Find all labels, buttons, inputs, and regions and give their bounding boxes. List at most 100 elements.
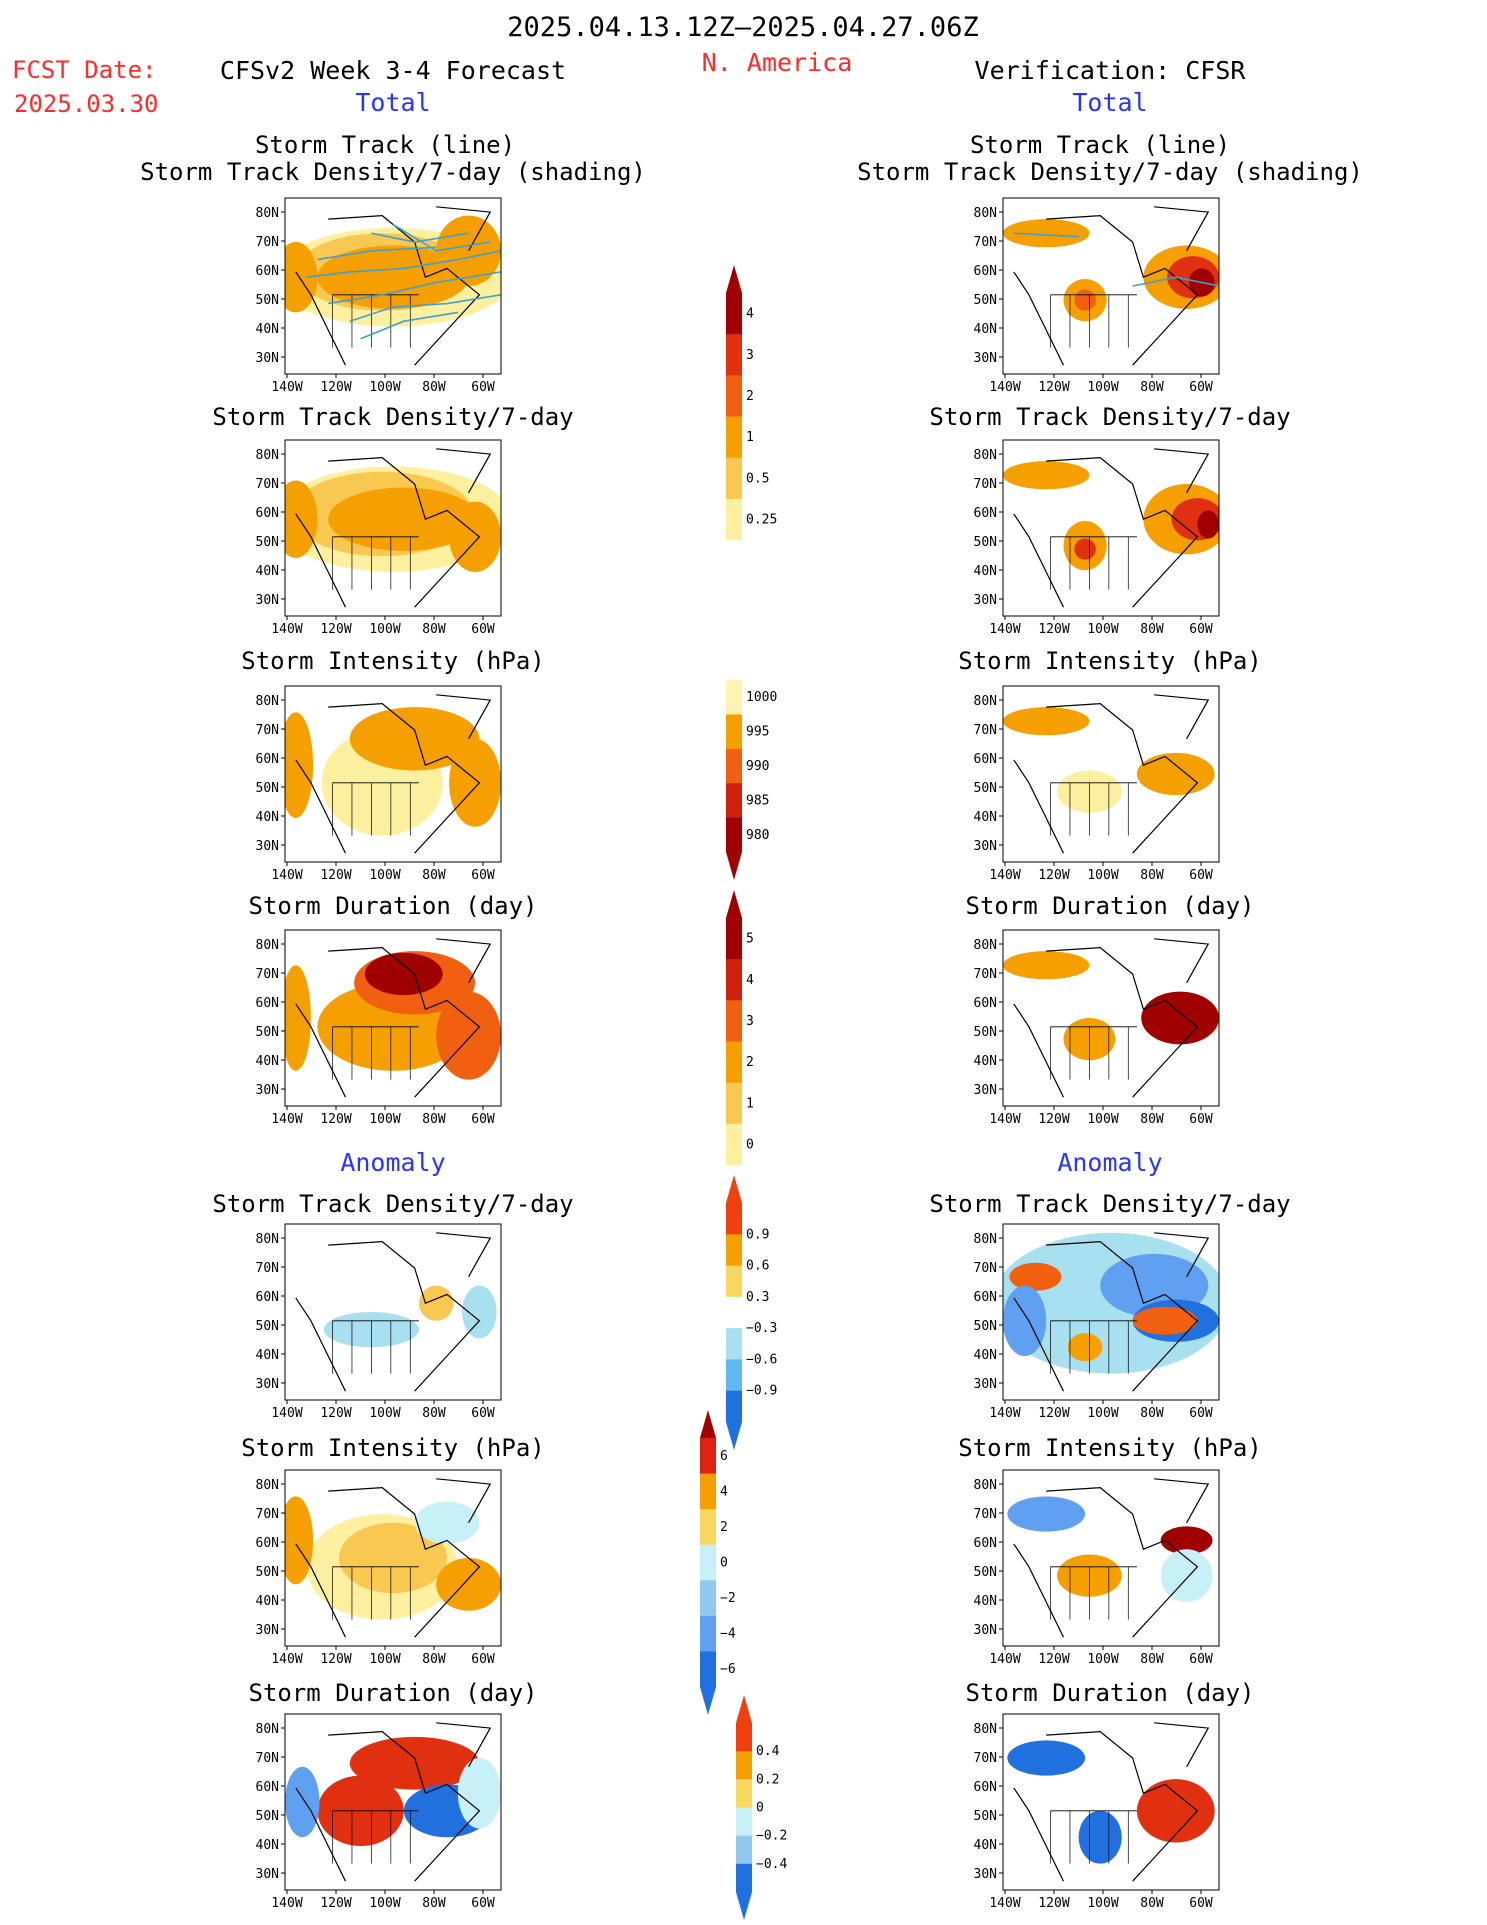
lon-label: 60W — [471, 868, 495, 883]
panel-title-storm-track-left: Storm Track (line) — [254, 131, 516, 159]
shading-5-0-4 — [436, 1558, 501, 1611]
shading-6-0-4 — [457, 1758, 501, 1829]
lat-label: 60N — [256, 752, 279, 767]
shading-2-1-0 — [1003, 707, 1090, 736]
lon-label: 80W — [1140, 1896, 1164, 1911]
colorbar-label: 0.6 — [746, 1259, 769, 1274]
shading-4-0-2 — [462, 1285, 497, 1339]
lon-label: 140W — [989, 1896, 1020, 1911]
lat-label: 50N — [974, 1809, 997, 1824]
colorbar-label: 0 — [746, 1137, 754, 1152]
colorbar-label: 4 — [746, 973, 754, 988]
lat-label: 50N — [256, 1809, 279, 1824]
lat-label: 70N — [974, 967, 997, 982]
lat-label: 80N — [256, 938, 279, 953]
map-panel-0-0: 80N 70N 60N 50N 40N 30N 140W 120W 100W 80W 60W — [256, 197, 502, 395]
colorbar-under-arrow — [736, 1892, 752, 1920]
coastline-4-1 — [1013, 1232, 1210, 1392]
colorbar-swatch — [726, 959, 742, 1001]
lat-label: 40N — [974, 1054, 997, 1069]
colorbar-label: 0 — [720, 1556, 728, 1571]
map-panel-6-1: 80N 70N 60N 50N 40N 30N 140W 120W 100W 80W 60W — [974, 1713, 1220, 1911]
lat-label: 40N — [256, 1348, 279, 1363]
lat-label: 40N — [256, 1594, 279, 1609]
lon-label: 100W — [1087, 1112, 1118, 1127]
colorbar-label: 1000 — [746, 690, 777, 705]
colorbar-swatch — [736, 1779, 752, 1808]
shading-3-1-0 — [1003, 951, 1090, 980]
colorbar-under-arrow — [726, 1422, 742, 1450]
colorbar-swatch — [726, 783, 742, 819]
map-panel-0-1: 80N 70N 60N 50N 40N 30N 140W 120W 100W 80W 60W — [974, 197, 1220, 395]
lat-label: 50N — [256, 293, 279, 308]
coastline-4-0 — [295, 1232, 492, 1392]
lat-label: 30N — [974, 839, 997, 854]
lat-label: 40N — [256, 564, 279, 579]
colorbar-swatch — [726, 416, 742, 459]
storm-track-0-0-5 — [360, 311, 458, 340]
storm-track-0-0-2 — [349, 294, 501, 322]
lon-label: 60W — [1189, 622, 1213, 637]
lon-label: 60W — [471, 1896, 495, 1911]
colorbar-label: 990 — [746, 759, 769, 774]
lat-label: 30N — [974, 1867, 997, 1882]
lon-label: 140W — [989, 1652, 1020, 1667]
lat-label: 50N — [256, 1025, 279, 1040]
colorbar-intensity: 1000 995 990 985 980 — [726, 680, 777, 880]
colorbar-label: 2 — [746, 1055, 754, 1070]
storm-track-0-0-0 — [306, 250, 501, 278]
lat-label: 70N — [974, 1507, 997, 1522]
colorbar-swatch — [726, 1082, 742, 1125]
lon-label: 100W — [1087, 868, 1118, 883]
total-label-right: Total — [1072, 88, 1148, 117]
panel-title-storm-track-density-left: Storm Track Density/7-day (shading) — [140, 158, 646, 186]
lon-label: 140W — [271, 622, 302, 637]
lon-label: 60W — [471, 1652, 495, 1667]
shading-3-0-4 — [436, 991, 501, 1080]
shading-1-0-2 — [328, 487, 480, 551]
panel-frame — [284, 685, 502, 863]
lon-label: 140W — [271, 1896, 302, 1911]
colorbar-swatch — [736, 1863, 752, 1893]
lon-label: 140W — [989, 1406, 1020, 1421]
colorbar-swatch — [726, 498, 742, 541]
panel-frame — [1002, 1223, 1220, 1401]
region-label: N. America — [701, 48, 853, 77]
lon-label: 60W — [471, 380, 495, 395]
shading-4-1-3 — [1009, 1262, 1062, 1291]
colorbar-duration: 5 4 3 2 1 0 — [726, 890, 754, 1166]
colorbar-label: 0.3 — [746, 1290, 769, 1305]
lat-label: 40N — [256, 810, 279, 825]
panel-frame — [1002, 1713, 1220, 1891]
shading-5-1-0 — [1007, 1496, 1086, 1532]
lat-label: 40N — [974, 1594, 997, 1609]
lat-label: 30N — [256, 839, 279, 854]
shading-4-0-1 — [418, 1285, 454, 1321]
coastline-3-1 — [1013, 938, 1210, 1098]
lat-label: 70N — [974, 477, 997, 492]
lat-label: 30N — [974, 1623, 997, 1638]
lon-label: 100W — [1087, 1406, 1118, 1421]
colorbar-swatch — [700, 1438, 716, 1475]
lat-label: 60N — [256, 1536, 279, 1551]
lat-label: 80N — [256, 1722, 279, 1737]
lat-label: 50N — [974, 1025, 997, 1040]
lat-label: 80N — [974, 1232, 997, 1247]
lon-label: 100W — [1087, 622, 1118, 637]
lon-label: 140W — [989, 380, 1020, 395]
coastline-2-1 — [1013, 694, 1210, 854]
map-panel-3-0: 80N 70N 60N 50N 40N 30N 140W 120W 100W 80W 60W — [256, 929, 502, 1127]
panel-title-intensity-right: Storm Intensity (hPa) — [958, 647, 1262, 675]
map-panel-5-1: 80N 70N 60N 50N 40N 30N 140W 120W 100W 80W 60W — [974, 1469, 1220, 1667]
forecast-title: CFSv2 Week 3-4 Forecast — [219, 56, 567, 85]
colorbar-swatch — [726, 1203, 742, 1235]
lon-label: 80W — [1140, 1406, 1164, 1421]
lat-label: 80N — [974, 1478, 997, 1493]
lat-label: 50N — [974, 535, 997, 550]
lat-label: 60N — [256, 506, 279, 521]
lat-label: 50N — [256, 781, 279, 796]
colorbar-swatch — [726, 457, 742, 500]
lon-label: 80W — [1140, 1112, 1164, 1127]
lon-label: 60W — [1189, 1406, 1213, 1421]
